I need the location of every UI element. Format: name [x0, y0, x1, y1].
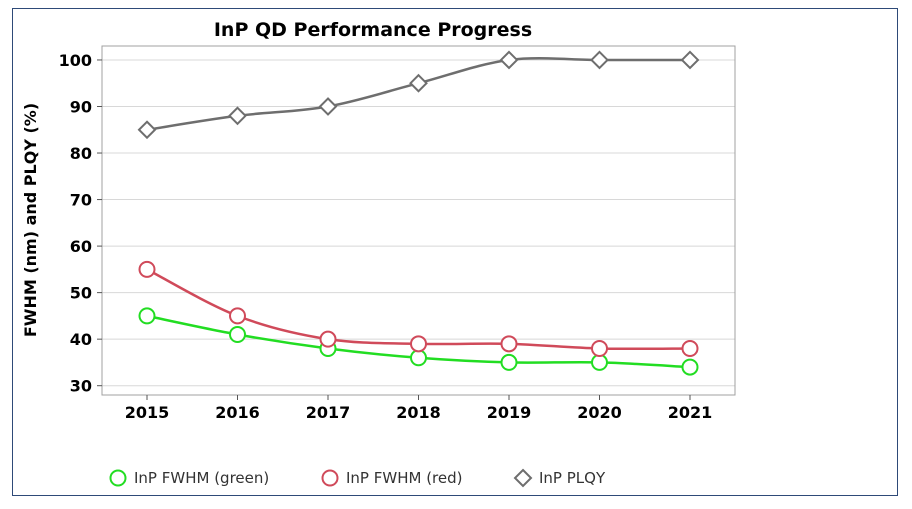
data-point	[680, 50, 700, 70]
data-point	[319, 330, 337, 348]
y-tick-label: 60	[70, 237, 92, 256]
data-point	[681, 358, 699, 376]
data-point	[590, 50, 609, 70]
series-2	[138, 260, 699, 357]
y-axis-label: FWHM (nm) and PLQY (%)	[21, 103, 40, 337]
series-line	[146, 56, 690, 131]
x-tick-label: 2017	[306, 403, 351, 422]
series-3	[137, 50, 700, 140]
y-tick-label: 40	[70, 330, 92, 349]
legend-item: InP FWHM (red)	[321, 469, 462, 487]
data-point	[499, 50, 519, 70]
y-tick-label: 70	[70, 191, 92, 210]
legend-label: InP FWHM (green)	[134, 469, 269, 487]
legend-label: InP PLQY	[539, 469, 606, 487]
x-tick-label: 2019	[487, 403, 532, 422]
legend-item: InP PLQY	[513, 468, 606, 488]
data-point	[500, 353, 518, 371]
y-tick-label: 90	[70, 97, 92, 116]
y-tick-label: 30	[70, 377, 92, 396]
data-point	[138, 307, 156, 325]
y-tick-label: 80	[70, 144, 92, 163]
x-tick-label: 2015	[125, 403, 170, 422]
data-point	[681, 339, 699, 357]
legend: InP FWHM (green) InP FWHM (red) InP PLQY	[109, 468, 606, 488]
data-point	[229, 326, 246, 344]
x-tick-label: 2020	[577, 403, 622, 422]
legend-marker	[321, 469, 339, 487]
x-tick-label: 2021	[668, 403, 713, 422]
chart-frame	[12, 8, 898, 496]
data-point	[410, 335, 427, 353]
data-point	[229, 307, 246, 325]
legend-label: InP FWHM (red)	[346, 469, 462, 487]
x-tick-label: 2016	[215, 403, 260, 422]
legend-item: InP FWHM (green)	[109, 469, 269, 487]
series-layer	[137, 50, 700, 376]
legend-marker	[513, 468, 533, 488]
grid-layer	[102, 59, 735, 387]
chart-title: InP QD Performance Progress	[214, 19, 532, 41]
data-point	[318, 97, 338, 116]
data-point	[409, 73, 428, 93]
data-point	[591, 353, 608, 371]
series-1	[138, 307, 699, 376]
y-ticks: 30 40 50 60 70 80 90 100	[59, 51, 102, 396]
x-tick-label: 2018	[396, 403, 441, 422]
data-point	[591, 339, 608, 357]
data-point	[410, 349, 427, 367]
y-tick-label: 50	[70, 284, 92, 303]
legend-marker	[109, 469, 127, 487]
data-point	[500, 335, 518, 353]
data-point	[228, 106, 247, 126]
y-tick-label: 100	[59, 51, 92, 70]
x-ticks: 2015 2016 2017 2018 2019 2020 2021	[125, 395, 713, 422]
data-point	[137, 120, 157, 140]
data-point	[138, 260, 156, 278]
